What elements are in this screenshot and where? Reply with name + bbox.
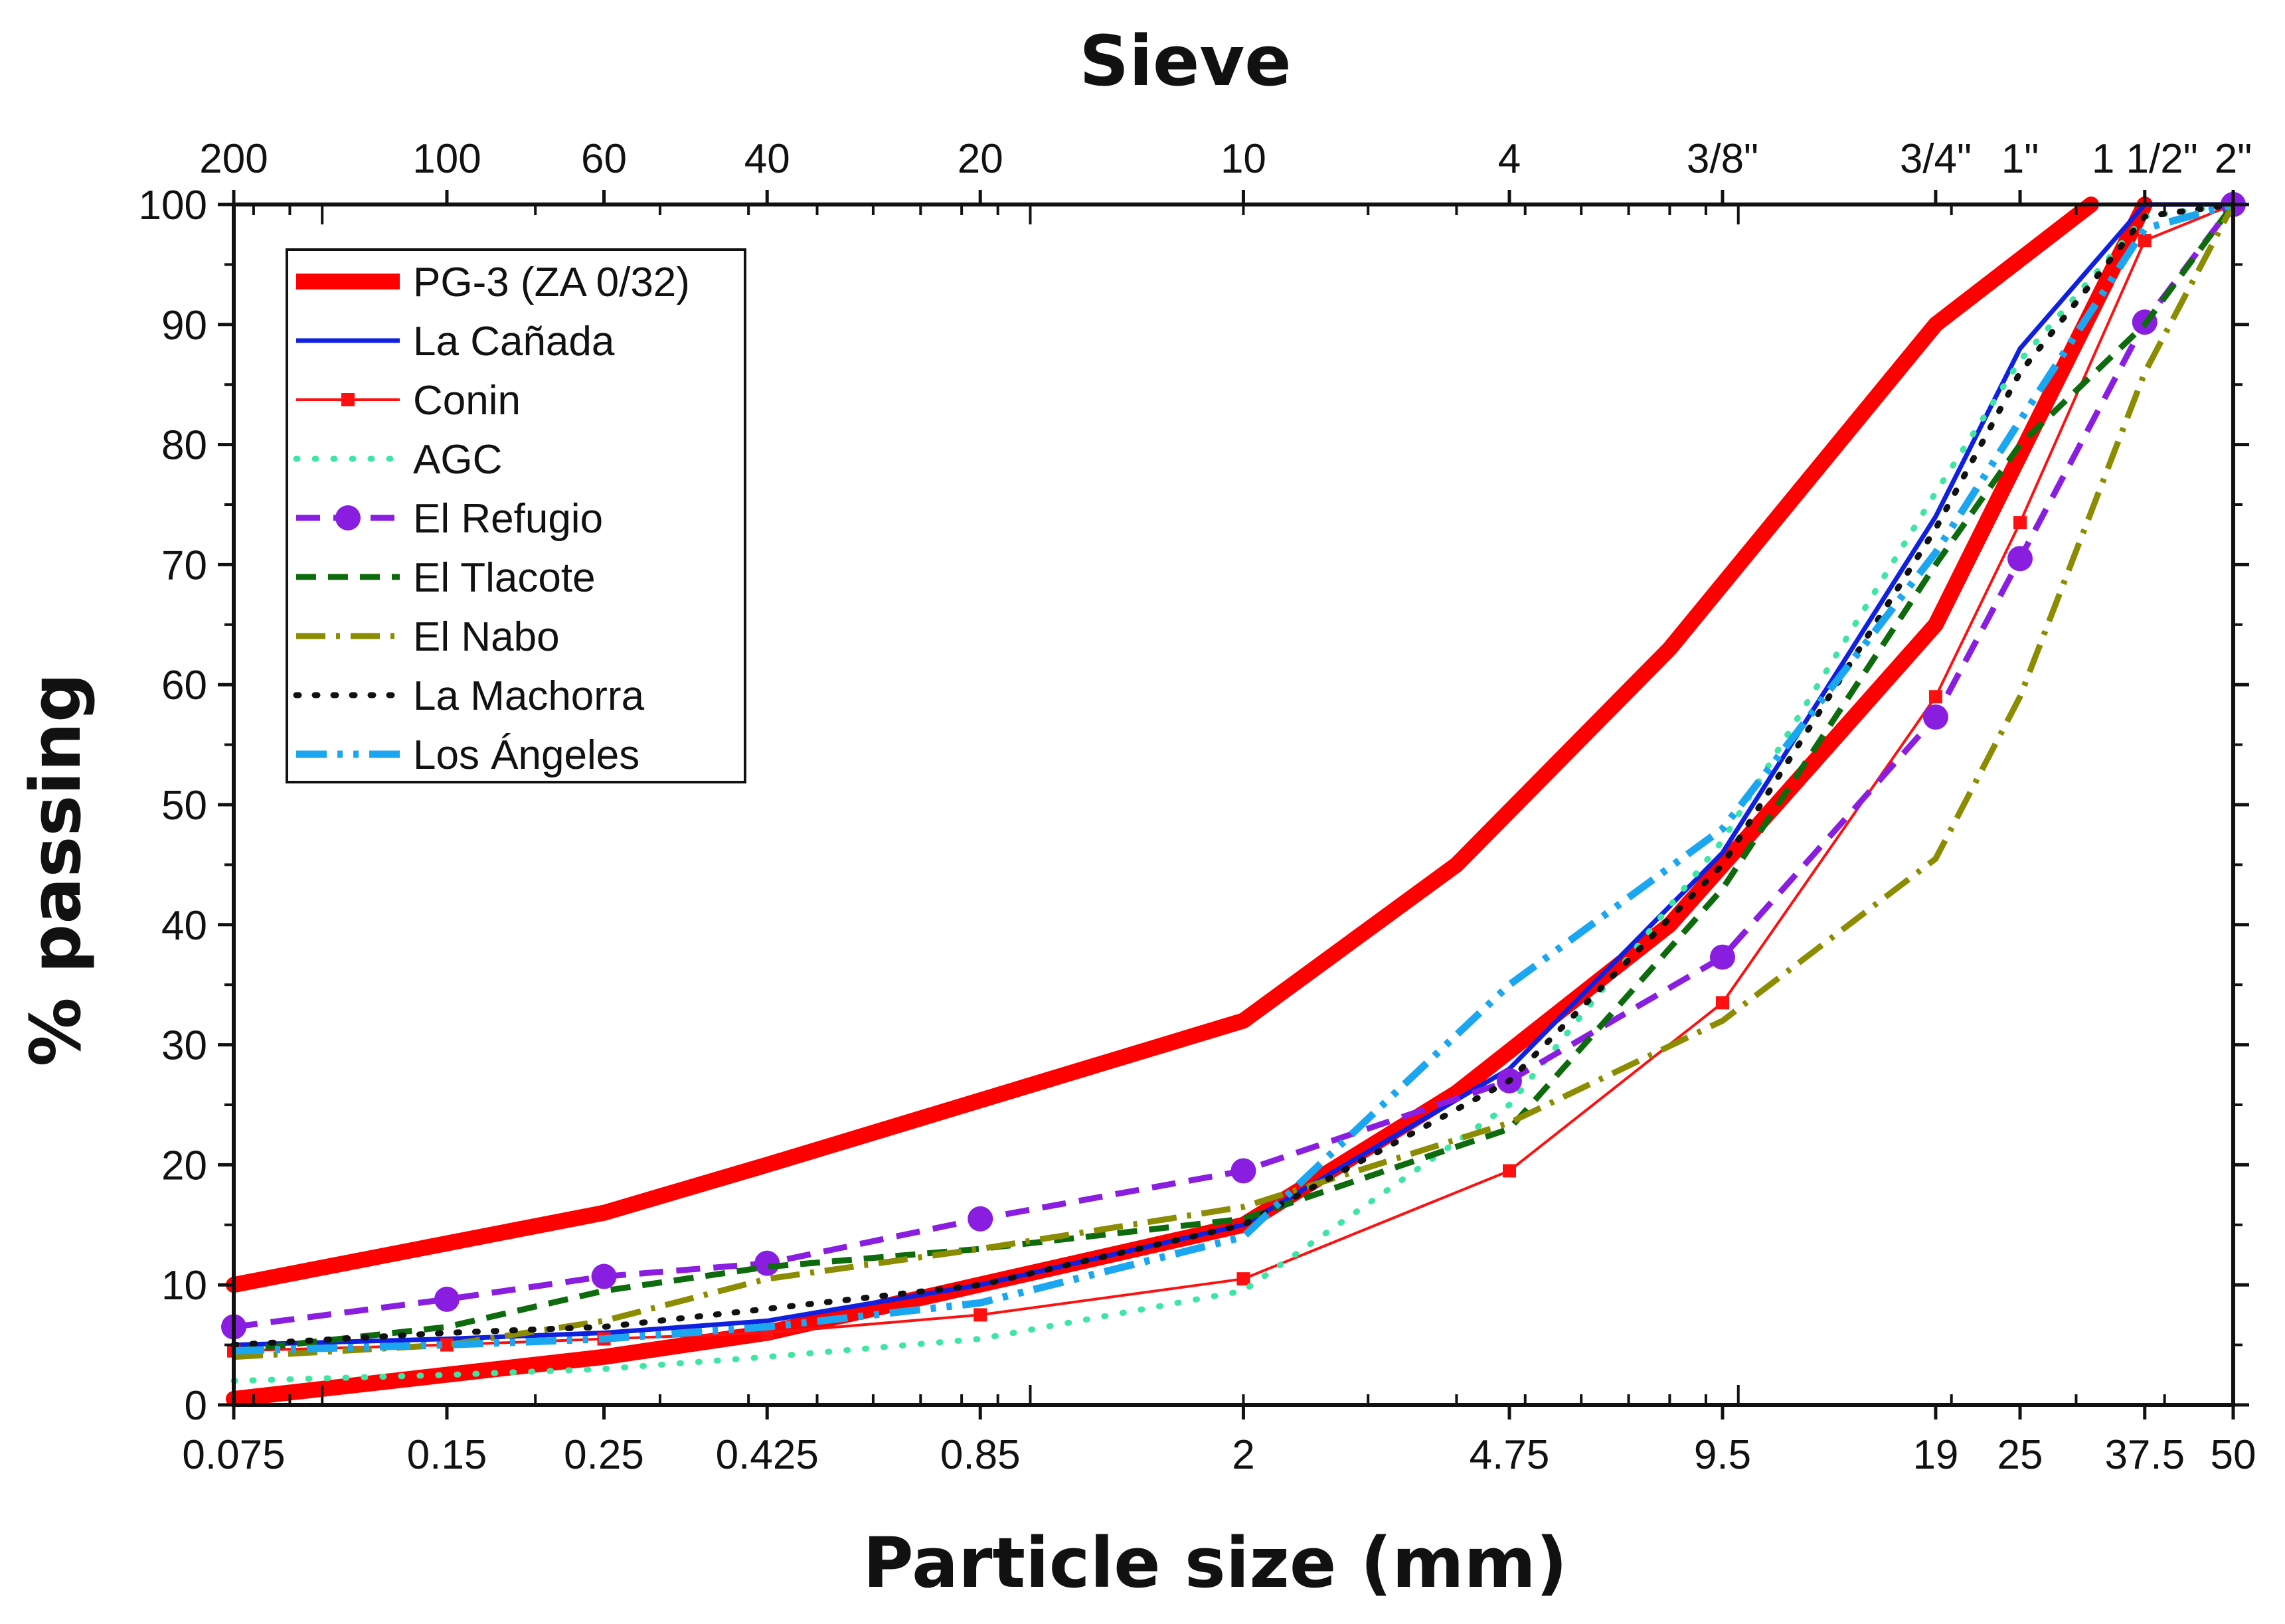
top-tick-label: 1" xyxy=(2001,136,2039,182)
y-tick-label: 40 xyxy=(161,903,207,949)
top-tick-label: 4 xyxy=(1498,136,1521,182)
x-tick-label: 25 xyxy=(1997,1432,2043,1478)
x-tick-label: 2 xyxy=(1232,1432,1254,1478)
x-tick-label: 0.85 xyxy=(940,1432,1021,1478)
series-marker-5-7 xyxy=(1709,944,1735,970)
x-tick-label: 4.75 xyxy=(1470,1432,1550,1478)
x-tick-label: 0.15 xyxy=(407,1432,487,1478)
legend-label-5: El Tlacote xyxy=(413,555,596,601)
series-marker-5-3 xyxy=(754,1250,780,1276)
ticks-layer: 0.075 0.15 0.25 0.425 0.85 2 4.75 9.5 19 25 37.5 50… xyxy=(139,136,2256,1478)
legend: PG-3 (ZA 0/32) La Cañada Conin AGC El Refugi… xyxy=(286,248,746,783)
x-axis-title: Particle size (mm) xyxy=(863,1522,1568,1603)
legend-label-2: Conin xyxy=(413,378,521,424)
legend-label-3: AGC xyxy=(413,437,502,483)
series-marker-5-1 xyxy=(434,1286,460,1312)
series-marker-3-6 xyxy=(1502,1164,1516,1178)
x-tick-label: 0.25 xyxy=(564,1432,644,1478)
series-marker-5-2 xyxy=(591,1263,617,1289)
series-marker-3-7 xyxy=(1715,996,1729,1010)
top-tick-label: 3/8" xyxy=(1687,136,1758,182)
y-tick-label: 0 xyxy=(185,1383,207,1429)
x-tick-label: 50 xyxy=(2211,1432,2256,1478)
y-tick-label: 30 xyxy=(161,1023,207,1069)
series-marker-3-5 xyxy=(1236,1272,1250,1286)
series-line-8 xyxy=(230,201,2237,1348)
x-tick-label: 19 xyxy=(1912,1432,1958,1478)
top-tick-label: 2" xyxy=(2215,136,2252,182)
series-line-0 xyxy=(226,197,2099,1293)
top-tick-label: 200 xyxy=(199,136,268,182)
series-line-9 xyxy=(233,201,2235,1355)
series-line-2 xyxy=(231,202,2236,1348)
top-tick-label: 20 xyxy=(958,136,1003,182)
y-tick-label: 70 xyxy=(161,542,207,588)
series-marker-3-4 xyxy=(973,1308,987,1322)
legend-label-4: El Refugio xyxy=(413,496,603,542)
series-line-5 xyxy=(233,203,2236,1330)
series-line-7 xyxy=(233,203,2236,1360)
y-tick-label: 10 xyxy=(161,1263,207,1309)
y-tick-label: 60 xyxy=(161,663,207,708)
legend-marker-2 xyxy=(341,393,355,406)
series-marker-3-1 xyxy=(440,1338,454,1352)
y-axis-title: % passing xyxy=(15,673,96,1067)
series-marker-3-9 xyxy=(2013,516,2027,530)
legend-label-8: Los Ángeles xyxy=(413,732,639,778)
top-tick-label: 3/4" xyxy=(1900,136,1972,182)
y-tick-label: 20 xyxy=(161,1143,207,1188)
series-layer xyxy=(221,192,2246,1407)
series-marker-3-10 xyxy=(2138,234,2152,248)
y-tick-label: 50 xyxy=(161,783,207,829)
series-marker-5-8 xyxy=(1922,704,1948,730)
legend-label-0: PG-3 (ZA 0/32) xyxy=(413,260,690,305)
series-line-1 xyxy=(226,197,2153,1407)
x-tick-label: 37.5 xyxy=(2104,1432,2185,1478)
series-marker-5-4 xyxy=(968,1206,993,1232)
x-tick-label: 0.425 xyxy=(716,1432,819,1478)
top-tick-label: 100 xyxy=(412,136,481,182)
legend-label-1: La Cañada xyxy=(413,319,615,365)
legend-marker-4 xyxy=(335,505,361,530)
top-tick-label: 1 1/2" xyxy=(2092,136,2198,182)
top-tick-label: 40 xyxy=(744,136,790,182)
top-tick-label: 10 xyxy=(1221,136,1266,182)
y-tick-label: 90 xyxy=(161,303,207,349)
series-line-3 xyxy=(232,203,2235,1352)
y-tick-label: 80 xyxy=(161,423,207,469)
series-marker-3-8 xyxy=(1928,690,1942,704)
legend-label-7: La Machorra xyxy=(413,673,645,719)
y-tick-label: 100 xyxy=(139,183,207,228)
series-marker-5-9 xyxy=(2007,546,2033,572)
x-tick-label: 9.5 xyxy=(1694,1432,1751,1478)
series-line-6 xyxy=(233,203,2236,1354)
legend-label-6: El Nabo xyxy=(413,614,560,660)
top-axis-title: Sieve xyxy=(1079,21,1291,102)
top-tick-label: 60 xyxy=(581,136,627,182)
series-marker-5-5 xyxy=(1230,1158,1256,1184)
x-tick-label: 0.075 xyxy=(182,1432,285,1478)
